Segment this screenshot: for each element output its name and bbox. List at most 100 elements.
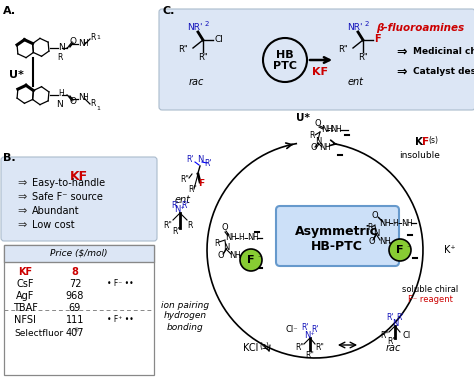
Text: N: N (392, 319, 398, 327)
Text: Cl⁻: Cl⁻ (286, 325, 298, 335)
Text: β-fluoroamines: β-fluoroamines (376, 23, 464, 33)
Text: HB: HB (276, 50, 294, 60)
Text: R: R (187, 220, 192, 230)
Text: NFSI: NFSI (14, 315, 36, 325)
Text: R': R' (396, 314, 404, 322)
Text: H: H (58, 89, 64, 99)
Text: U*: U* (296, 113, 310, 123)
Text: N: N (56, 100, 64, 109)
Text: 1: 1 (96, 35, 100, 40)
FancyBboxPatch shape (159, 9, 474, 110)
Text: N⁺: N⁺ (174, 206, 185, 215)
Text: H: H (82, 39, 88, 47)
Text: H: H (384, 236, 390, 246)
Text: KF: KF (70, 170, 88, 183)
Text: R': R' (204, 159, 212, 167)
Text: R": R" (198, 52, 208, 62)
Text: K: K (415, 137, 423, 147)
Text: N: N (78, 39, 85, 47)
Text: R': R' (301, 322, 309, 332)
Text: Easy-to-handle: Easy-to-handle (32, 178, 105, 188)
Text: ⇒: ⇒ (18, 220, 27, 230)
Text: Medicinal chemistry: Medicinal chemistry (413, 47, 474, 57)
Text: O: O (315, 120, 321, 128)
Text: N: N (223, 243, 229, 253)
Text: N: N (78, 94, 85, 102)
Text: O: O (70, 97, 76, 107)
Text: PTC: PTC (273, 61, 297, 71)
Text: R: R (90, 32, 95, 42)
Text: H: H (326, 126, 332, 134)
Text: 1: 1 (96, 106, 100, 111)
Text: Asymmetric: Asymmetric (295, 225, 379, 238)
FancyBboxPatch shape (276, 206, 399, 266)
Text: Catalyst design: Catalyst design (413, 68, 474, 76)
Text: ⇒: ⇒ (18, 206, 27, 216)
Text: N: N (315, 138, 321, 147)
Text: O: O (372, 210, 378, 220)
Text: F⁻ reagent: F⁻ reagent (408, 295, 453, 304)
Text: 111: 111 (66, 315, 84, 325)
Text: H: H (384, 219, 390, 228)
Text: H: H (238, 233, 244, 243)
Text: • F⁻ ••: • F⁻ •• (107, 280, 133, 288)
Text: Safe F⁻ source: Safe F⁻ source (32, 192, 103, 202)
Text: 72: 72 (69, 279, 81, 289)
Text: N: N (379, 219, 385, 228)
Text: R": R" (306, 351, 314, 359)
Text: ent: ent (175, 195, 191, 205)
Text: (s): (s) (259, 342, 269, 351)
Text: F: F (198, 178, 204, 188)
Text: H: H (335, 126, 341, 134)
Text: N: N (229, 251, 235, 259)
Circle shape (389, 239, 411, 261)
Text: KF: KF (312, 67, 328, 77)
Text: R': R' (386, 314, 394, 322)
Text: U*: U* (9, 70, 23, 80)
Text: R: R (367, 223, 373, 233)
Text: Price ($/mol): Price ($/mol) (50, 249, 108, 257)
Text: • F⁺ ••: • F⁺ •• (107, 316, 133, 324)
Text: N: N (330, 126, 336, 134)
Text: R": R" (358, 52, 368, 62)
Text: F: F (396, 245, 404, 255)
Text: soluble chiral: soluble chiral (402, 285, 458, 295)
Text: H: H (324, 144, 330, 152)
Text: ⇒: ⇒ (397, 65, 407, 78)
Text: AgF: AgF (16, 291, 34, 301)
Text: O: O (222, 223, 228, 233)
Text: H: H (230, 233, 236, 243)
Text: C.: C. (163, 6, 175, 16)
Text: bonding: bonding (167, 322, 203, 332)
Text: R: R (214, 238, 219, 248)
Text: R": R" (296, 343, 304, 353)
Text: R": R" (173, 228, 182, 236)
Text: HB-PTC: HB-PTC (311, 241, 363, 254)
Text: N: N (58, 42, 65, 52)
Text: R": R" (381, 332, 390, 340)
Text: N: N (321, 126, 327, 134)
Text: N: N (247, 233, 253, 243)
Text: ion pairing: ion pairing (161, 301, 209, 309)
Text: hydrogen: hydrogen (164, 311, 207, 320)
Text: 2: 2 (365, 21, 369, 27)
Text: R: R (90, 99, 95, 108)
Text: O: O (218, 251, 224, 259)
Text: R: R (57, 53, 63, 62)
Text: ⇒: ⇒ (18, 178, 27, 188)
Text: rac: rac (385, 343, 401, 353)
Text: R": R" (189, 186, 198, 194)
Text: insoluble: insoluble (400, 151, 440, 160)
Text: NR': NR' (347, 24, 363, 32)
Text: Selectfluor: Selectfluor (14, 329, 63, 338)
Text: NR': NR' (187, 24, 203, 32)
Text: R': R' (186, 155, 194, 165)
Text: Cl: Cl (215, 34, 224, 44)
Text: R': R' (171, 201, 179, 209)
FancyBboxPatch shape (4, 245, 154, 375)
Text: F: F (374, 34, 381, 44)
Text: TBAF: TBAF (13, 303, 37, 313)
Text: F: F (422, 137, 429, 147)
Text: N: N (373, 228, 379, 238)
Text: 968: 968 (66, 291, 84, 301)
